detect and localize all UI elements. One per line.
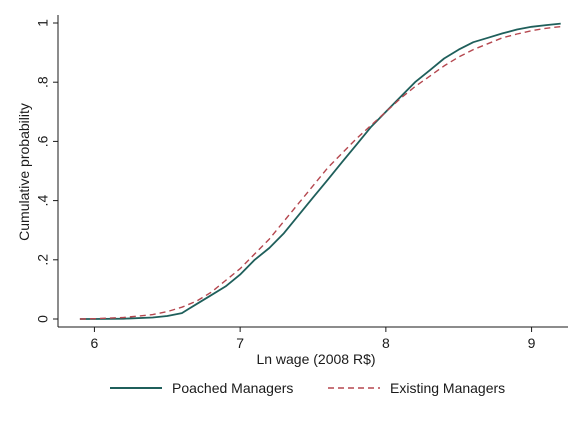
y-tick-label: .2 — [35, 254, 51, 266]
legend-label-existing: Existing Managers — [390, 380, 506, 396]
x-tick-label: 7 — [236, 335, 244, 351]
series-line-poached — [79, 22, 561, 320]
y-tick-label: .4 — [35, 195, 51, 207]
legend-item-poached: Poached Managers — [110, 380, 293, 396]
legend-swatch-dashed — [328, 387, 380, 389]
x-tick-label: 8 — [382, 335, 390, 351]
x-tick-label: 6 — [91, 335, 99, 351]
y-tick-label: .8 — [35, 76, 51, 88]
series-line-existing — [79, 25, 561, 320]
x-axis-label: Ln wage (2008 R$) — [256, 351, 375, 367]
plot-area — [79, 22, 561, 320]
legend-swatch-solid — [110, 387, 162, 389]
legend: Poached Managers Existing Managers — [0, 380, 583, 400]
legend-item-existing: Existing Managers — [328, 380, 505, 396]
y-tick-label: 1 — [35, 19, 51, 27]
legend-label-poached: Poached Managers — [172, 380, 294, 396]
y-tick-label: 0 — [35, 315, 51, 323]
axes: 0 .2 .4 .6 .8 1 6 7 8 9 — [35, 15, 568, 351]
x-tick-label: 9 — [528, 335, 536, 351]
y-tick-label: .6 — [35, 135, 51, 147]
y-axis-label: Cumulative probability — [16, 103, 32, 241]
